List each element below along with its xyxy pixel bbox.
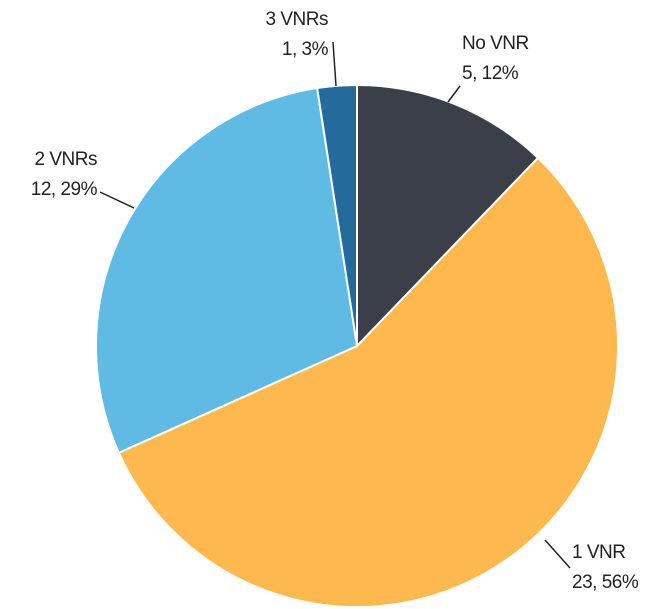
pie-slice <box>356 83 540 349</box>
pie <box>95 83 619 608</box>
pie-slice <box>316 83 358 347</box>
pie-slice <box>117 156 619 608</box>
slice-label: 2 VNRs <box>35 149 97 170</box>
leader-line <box>332 41 337 87</box>
slice-label: No VNR <box>462 33 529 54</box>
slice-label: 3 VNRs <box>266 9 328 30</box>
value-label: 1, 3% <box>282 39 329 60</box>
value-label: 5, 12% <box>462 63 519 84</box>
slice-label: 1 VNR <box>572 542 625 563</box>
leader-line <box>447 85 461 103</box>
pie-slice <box>95 86 359 455</box>
value-label: 12, 29% <box>31 179 98 200</box>
value-label: 23, 56% <box>572 572 639 593</box>
leader-line <box>99 191 135 209</box>
leader-line <box>544 539 571 569</box>
